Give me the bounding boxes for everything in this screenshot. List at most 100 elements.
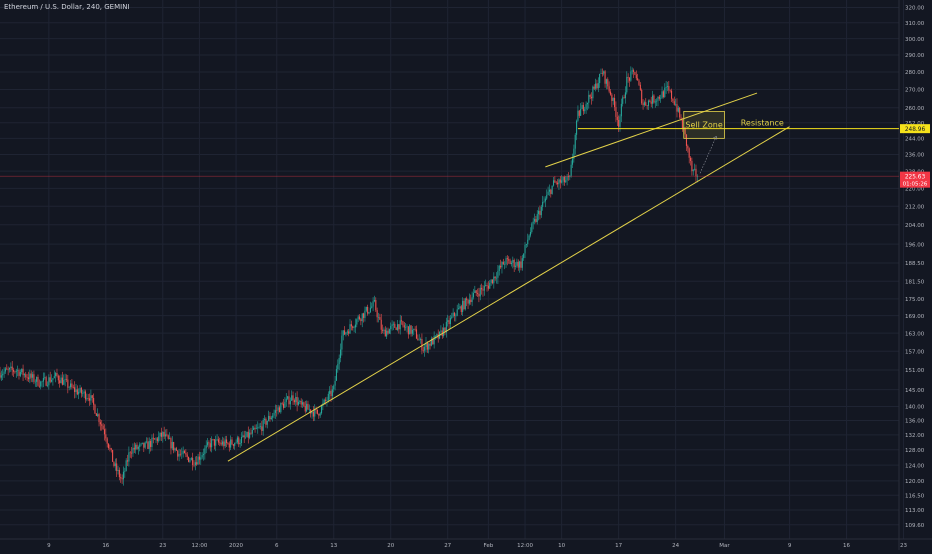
candle-body bbox=[436, 334, 438, 336]
candle-body bbox=[182, 450, 184, 454]
candle-body bbox=[525, 244, 527, 245]
candle-body bbox=[171, 442, 173, 449]
candle-body bbox=[657, 96, 659, 101]
candle-body bbox=[482, 289, 484, 291]
candle-body bbox=[37, 377, 39, 386]
candle-body bbox=[249, 432, 251, 438]
current-price-tag bbox=[900, 171, 930, 188]
candle-body bbox=[447, 320, 449, 322]
candle-body bbox=[565, 180, 567, 183]
candle-body bbox=[148, 441, 150, 449]
candle-body bbox=[261, 426, 263, 431]
candle-body bbox=[10, 366, 12, 369]
upper-channel-line bbox=[545, 92, 758, 168]
candle-body bbox=[514, 265, 517, 267]
candle-body bbox=[527, 239, 529, 245]
time-tick-label: 9 bbox=[47, 543, 51, 549]
candle-body bbox=[231, 439, 233, 445]
candle-body bbox=[576, 120, 578, 135]
candle-body bbox=[23, 374, 25, 376]
candle-body bbox=[501, 261, 503, 268]
candle-body bbox=[42, 378, 44, 382]
candle-body bbox=[158, 436, 160, 442]
candle-body bbox=[637, 78, 639, 81]
candle-body bbox=[517, 261, 519, 268]
candle-body bbox=[139, 444, 141, 448]
candle-body bbox=[639, 84, 641, 90]
symbol-title: Ethereum / U.S. Dollar, 240, GEMINI bbox=[4, 3, 130, 11]
price-tick-label: 116.50 bbox=[905, 493, 925, 499]
projection-arrow-head bbox=[713, 135, 718, 140]
candle-body bbox=[295, 396, 297, 403]
candle-body bbox=[113, 461, 115, 466]
candle-body bbox=[550, 189, 552, 194]
candle-body bbox=[577, 110, 579, 121]
price-tick-label: 270.00 bbox=[905, 88, 925, 94]
candle-body bbox=[234, 443, 236, 446]
candle-body bbox=[369, 307, 371, 313]
candle-body bbox=[216, 439, 218, 440]
candle-body bbox=[491, 279, 494, 284]
candle-body bbox=[331, 389, 333, 397]
candle-body bbox=[390, 325, 392, 330]
candle-body bbox=[692, 169, 694, 172]
candle-body bbox=[314, 408, 316, 417]
candle-body bbox=[379, 317, 381, 320]
candle-body bbox=[243, 435, 245, 438]
candle-body bbox=[341, 335, 343, 350]
candle-body bbox=[259, 426, 262, 427]
candle-body bbox=[342, 330, 344, 336]
candle-body bbox=[258, 426, 260, 428]
candle-body bbox=[476, 293, 479, 294]
candle-body bbox=[405, 327, 407, 328]
candle-body bbox=[687, 145, 689, 149]
candle-body bbox=[147, 441, 149, 449]
candle-body bbox=[65, 379, 68, 380]
candle-body bbox=[141, 442, 143, 444]
candle-body bbox=[540, 206, 542, 216]
candle-body bbox=[266, 420, 268, 425]
time-tick-label: 6 bbox=[275, 543, 279, 549]
candle-body bbox=[316, 409, 319, 414]
price-tick-label: 244.00 bbox=[905, 137, 925, 143]
time-tick-label: 16 bbox=[102, 543, 109, 549]
candle-body bbox=[193, 464, 195, 466]
candle-body bbox=[592, 86, 594, 99]
candle-body bbox=[21, 368, 23, 373]
candle-body bbox=[36, 377, 38, 382]
candle-body bbox=[202, 454, 205, 456]
candle-body bbox=[232, 444, 234, 446]
candle-body bbox=[0, 372, 1, 378]
candle-body bbox=[599, 73, 601, 84]
candle-body bbox=[334, 380, 336, 386]
price-tick-label: 136.00 bbox=[905, 419, 925, 425]
candle-body bbox=[536, 214, 538, 222]
candle-body bbox=[6, 368, 8, 370]
candle-body bbox=[235, 442, 237, 444]
candle-body bbox=[245, 436, 247, 438]
candle-body bbox=[265, 418, 267, 425]
candle-body bbox=[301, 402, 304, 405]
candle-body bbox=[131, 452, 133, 454]
candle-body bbox=[392, 323, 394, 325]
candle-body bbox=[494, 276, 496, 279]
rising-trendline bbox=[227, 126, 790, 462]
candle-body bbox=[185, 453, 187, 455]
price-tick-label: 236.00 bbox=[905, 153, 925, 159]
candle-body bbox=[414, 328, 416, 330]
sell-zone-label: Sell Zone bbox=[685, 120, 722, 129]
candle-body bbox=[402, 321, 404, 326]
candle-body bbox=[429, 343, 431, 346]
candle-body bbox=[409, 325, 411, 335]
candle-body bbox=[538, 210, 540, 215]
candle-body bbox=[293, 400, 295, 403]
candle-body bbox=[513, 259, 515, 267]
candle-body bbox=[154, 438, 156, 440]
candle-body bbox=[521, 258, 523, 268]
candle-body bbox=[308, 409, 310, 411]
candle-body bbox=[88, 398, 91, 401]
candle-body bbox=[533, 219, 536, 222]
